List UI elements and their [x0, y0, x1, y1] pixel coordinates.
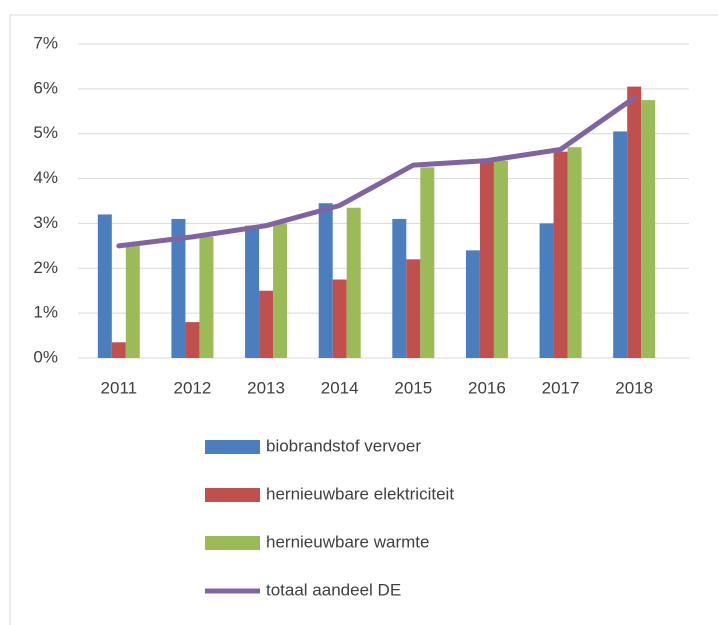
bar	[318, 203, 333, 358]
bar	[406, 259, 421, 358]
y-tick-label: 3%	[33, 213, 58, 232]
bar	[420, 167, 435, 358]
bar	[539, 223, 554, 358]
bar	[199, 236, 214, 358]
x-tick-label: 2013	[247, 378, 285, 397]
y-tick-label: 0%	[33, 347, 58, 366]
x-tick-label: 2014	[321, 378, 359, 397]
bar	[479, 160, 494, 358]
x-tick-label: 2015	[394, 378, 432, 397]
legend-swatch	[205, 488, 260, 502]
line	[116, 95, 637, 249]
legend-label: hernieuwbare warmte	[266, 532, 429, 551]
y-tick-label: 4%	[33, 168, 58, 187]
bar	[245, 225, 260, 358]
y-tick-label: 7%	[33, 33, 58, 52]
bar	[567, 147, 582, 358]
bar	[493, 160, 508, 358]
legend-swatch	[205, 440, 260, 454]
chart-border	[9, 14, 718, 625]
x-tick-label: 2012	[174, 378, 212, 397]
legend-label: biobrandstof vervoer	[266, 436, 421, 455]
bar	[125, 245, 140, 358]
bar	[171, 218, 186, 358]
bar	[332, 279, 347, 358]
bar	[627, 86, 642, 358]
y-tick-label: 1%	[33, 303, 58, 322]
x-tick-label: 2017	[542, 378, 580, 397]
y-tick-label: 2%	[33, 258, 58, 277]
bar	[111, 342, 126, 358]
y-tick-label: 6%	[33, 78, 58, 97]
x-tick-label: 2011	[101, 378, 138, 397]
x-tick-label: 2016	[468, 378, 506, 397]
legend-label: totaal aandeel DE	[266, 580, 401, 599]
bar	[641, 100, 656, 359]
bar	[392, 218, 407, 358]
bar	[259, 290, 274, 358]
legend-swatch	[205, 536, 260, 550]
bar	[97, 214, 112, 358]
bar	[465, 250, 480, 358]
y-tick-label: 5%	[33, 123, 58, 142]
bar	[346, 207, 361, 358]
bar	[273, 223, 288, 358]
bar	[613, 131, 628, 358]
bar	[553, 151, 568, 358]
x-tick-label: 2018	[615, 378, 653, 397]
legend-label: hernieuwbare elektriciteit	[266, 484, 454, 503]
bar	[185, 322, 200, 358]
